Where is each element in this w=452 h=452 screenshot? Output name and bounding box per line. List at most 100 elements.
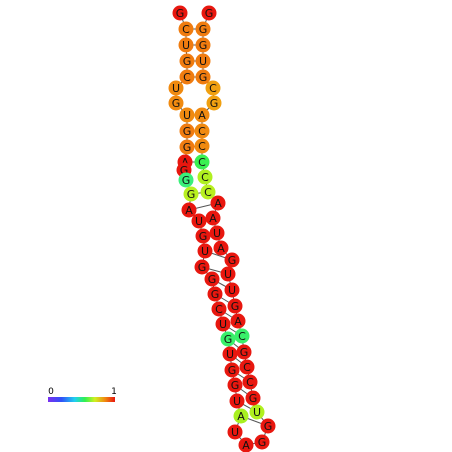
nucleotide-label: G: [180, 164, 189, 177]
nucleotide-circle: [245, 390, 261, 406]
nucleotide-circle: [178, 21, 194, 37]
nucleotide-label: U: [182, 39, 190, 52]
nucleotide-circle: [179, 139, 195, 155]
nucleotide-circle: [194, 259, 210, 275]
nucleotide: U: [179, 107, 195, 123]
nucleotide-circle: [179, 107, 195, 123]
nucleotide-label: C: [198, 140, 206, 153]
nucleotide: U: [220, 266, 236, 282]
nucleotide: C: [205, 80, 221, 96]
nucleotide-label: G: [264, 420, 273, 433]
nucleotide-circle: [224, 252, 240, 268]
nucleotide-circle: [254, 434, 270, 450]
nucleotide-circle: [227, 377, 243, 393]
nucleotide-circle: [195, 21, 211, 37]
nucleotide: U: [209, 225, 225, 241]
nucleotide-label: G: [205, 7, 214, 20]
nucleotide: A: [181, 202, 197, 218]
nucleotide-label: C: [204, 186, 212, 199]
nucleotide: A: [205, 210, 221, 226]
nucleotide-label: C: [238, 330, 246, 343]
nucleotide: G: [168, 95, 184, 111]
nucleotide-label: A: [217, 242, 225, 255]
nucleotide-circle: [194, 107, 210, 123]
nucleotide-circle: [194, 138, 210, 154]
nucleotide: U: [215, 316, 231, 332]
nucleotide: G: [179, 123, 195, 139]
nucleotide-label: U: [195, 215, 203, 228]
nucleotide-circle: [195, 53, 211, 69]
nucleotide-label: C: [198, 125, 206, 138]
nucleotide: A: [238, 437, 254, 452]
nucleotide: A: [213, 240, 229, 256]
nucleotide-label: G: [240, 346, 249, 359]
nucleotide-circle: [260, 418, 276, 434]
nucleotide-label: G: [183, 55, 192, 68]
nucleotide: U: [224, 282, 240, 298]
nucleotide: C: [211, 301, 227, 317]
nucleotide: C: [239, 359, 255, 375]
nucleotide-circle: [206, 95, 222, 111]
nucleotide: C: [242, 374, 258, 390]
nucleotide: C: [234, 328, 250, 344]
nucleotide: U: [197, 243, 213, 259]
nucleotide-label: U: [233, 395, 241, 408]
nucleotide: G: [172, 5, 188, 21]
nucleotide-circle: [249, 404, 265, 420]
nucleotide: C: [178, 21, 194, 37]
nucleotide-circle: [194, 123, 210, 139]
nucleotide-circle: [227, 298, 243, 314]
nucleotide: G: [236, 344, 252, 360]
nucleotide-circle: [207, 286, 223, 302]
nucleotide: G: [260, 418, 276, 434]
nucleotide-label: U: [224, 268, 232, 281]
nucleotide-label: U: [172, 82, 180, 95]
nucleotide-label: U: [226, 348, 234, 361]
nucleotide: G: [206, 95, 222, 111]
nucleotide-circle: [222, 346, 238, 362]
nucleotide-circle: [234, 328, 250, 344]
nucleotide-circle: [197, 169, 213, 185]
nucleotide-circle: [239, 359, 255, 375]
nucleotide-circle: [230, 313, 246, 329]
nucleotide-label: A: [198, 109, 206, 122]
nucleotide-circle: [197, 243, 213, 259]
nucleotide: G: [195, 69, 211, 85]
nucleotide: C: [194, 138, 210, 154]
nucleotide-label: U: [253, 406, 261, 419]
nucleotide-label: A: [181, 156, 189, 169]
nucleotide-label: C: [198, 156, 206, 169]
nucleotide-label: G: [199, 230, 208, 243]
scale-min: 0: [48, 387, 54, 397]
nucleotide-circle: [195, 37, 211, 53]
nucleotide-circle: [179, 123, 195, 139]
nucleotide-circle: [183, 186, 199, 202]
nucleotide: G: [224, 252, 240, 268]
nucleotide-label: A: [237, 410, 245, 423]
nucleotide: G: [179, 53, 195, 69]
nucleotide-circle: [238, 437, 254, 452]
nucleotide-circle: [236, 344, 252, 360]
nucleotide: G: [194, 259, 210, 275]
nucleotide-label: G: [199, 39, 208, 52]
nucleotide-circle: [205, 210, 221, 226]
nucleotide-label: U: [228, 284, 236, 297]
nucleotide-label: U: [183, 109, 191, 122]
nucleotide-label: G: [228, 364, 237, 377]
nucleotide-label: C: [182, 23, 190, 36]
nucleotide-label: A: [234, 315, 242, 328]
nucleotide-circle: [200, 184, 216, 200]
nucleotide-circle: [220, 266, 236, 282]
nucleotide: U: [249, 404, 265, 420]
nucleotide: G: [195, 228, 211, 244]
nucleotide: G: [224, 362, 240, 378]
nucleotide: C: [197, 169, 213, 185]
nucleotide-circle: [213, 240, 229, 256]
nucleotide: G: [227, 298, 243, 314]
nucleotide-circle: [179, 69, 195, 85]
nucleotide: C: [194, 123, 210, 139]
nucleotide: G: [227, 377, 243, 393]
nucleotide: G: [195, 37, 211, 53]
color-scale: [48, 397, 115, 402]
nucleotide-circle: [172, 5, 188, 21]
